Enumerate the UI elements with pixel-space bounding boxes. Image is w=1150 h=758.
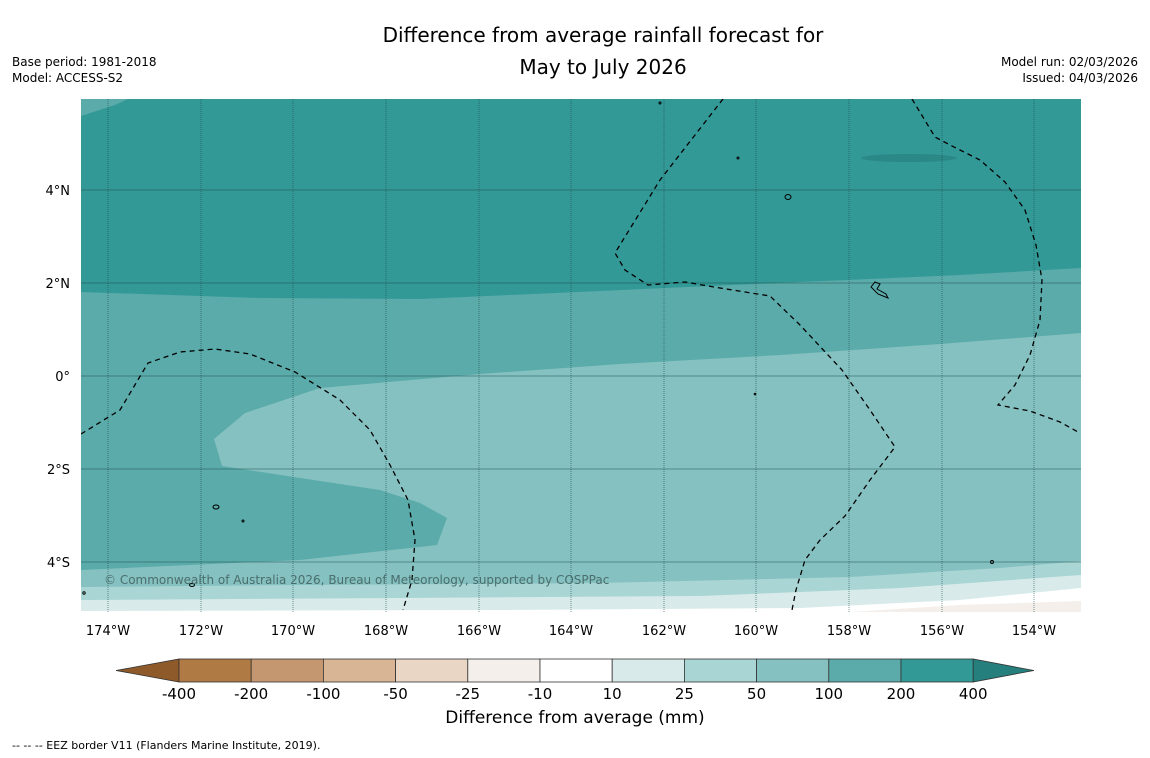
colorbar-extend-low — [115, 658, 180, 683]
model-run: Model run: 02/03/2026 — [1000, 55, 1138, 69]
base-info: Base period: 1981-2018 Model: ACCESS-S2 — [12, 54, 157, 86]
eez-border-west — [81, 348, 416, 611]
lon-axis: 174°W 172°W 170°W 168°W 166°W 164°W 162°… — [86, 624, 1056, 639]
colorbar-cell — [539, 658, 613, 683]
chart-title: Difference from average rainfall forecas… — [0, 19, 1150, 83]
island-icon — [784, 194, 792, 200]
island-icon — [212, 504, 220, 510]
colorbar-tick: 50 — [747, 685, 766, 703]
colorbar-tick: 25 — [675, 685, 694, 703]
colorbar-tick: 200 — [887, 685, 916, 703]
colorbar-tick: -10 — [528, 685, 553, 703]
lon-tick: 168°W — [364, 624, 408, 639]
colorbar-label: Difference from average (mm) — [445, 708, 705, 728]
lat-tick: 2°N — [46, 277, 71, 292]
band-minus-10-25 — [850, 601, 1081, 612]
base-period: Base period: 1981-2018 — [12, 55, 157, 69]
colorbar-cell — [395, 658, 469, 683]
lon-tick: 164°W — [549, 624, 593, 639]
graticule-parallels — [81, 189, 1081, 563]
run-info: Model run: 02/03/2026 Issued: 04/03/2026 — [1001, 54, 1138, 86]
lon-tick: 160°W — [734, 624, 778, 639]
lat-tick: 2°S — [47, 463, 70, 478]
island-icon — [870, 281, 890, 299]
island-icon — [658, 101, 662, 105]
colorbar-tick: -25 — [456, 685, 481, 703]
lon-tick: 158°W — [827, 624, 871, 639]
island-icon — [736, 156, 740, 160]
colorbar-cell — [756, 658, 830, 683]
lon-tick: 162°W — [642, 624, 686, 639]
lat-axis: 4°N 2°N 0° 2°S 4°S — [46, 184, 71, 571]
lon-tick: 156°W — [920, 624, 964, 639]
islands — [82, 101, 994, 595]
colorbar-ticks: -400 -200 -100 -50 -25 -10 10 25 50 100 200 400 — [162, 685, 988, 703]
colorbar-cell — [467, 658, 541, 683]
lon-tick: 174°W — [86, 624, 130, 639]
band-100-200-nw — [81, 99, 128, 116]
colorbar-cell — [611, 658, 685, 683]
eez-borders — [81, 99, 1079, 611]
eez-border-east — [911, 99, 1079, 433]
colorbar-tick: 400 — [959, 685, 988, 703]
colorbar — [115, 658, 1035, 683]
lon-tick: 154°W — [1012, 624, 1056, 639]
island-icon — [82, 591, 86, 595]
model-name: Model: ACCESS-S2 — [12, 71, 124, 85]
colorbar-extend-high — [972, 658, 1035, 683]
copyright-text: © Commonwealth of Australia 2026, Bureau… — [104, 573, 609, 587]
title-line-1: Difference from average rainfall forecas… — [382, 23, 824, 47]
colorbar-cell — [178, 658, 252, 683]
colorbar-cell — [250, 658, 324, 683]
issued-date: Issued: 04/03/2026 — [1022, 71, 1138, 85]
island-icon — [189, 583, 195, 587]
colorbar-tick: -200 — [234, 685, 268, 703]
island-icon — [990, 560, 994, 564]
colorbar-tick: 100 — [814, 685, 843, 703]
lon-tick: 170°W — [271, 624, 315, 639]
map-plot-area: © Commonwealth of Australia 2026, Bureau… — [81, 99, 1081, 612]
band-50-100 — [81, 333, 1081, 612]
band-400-plus — [861, 154, 957, 162]
colorbar-tick: -100 — [306, 685, 340, 703]
lat-tick: 0° — [55, 370, 70, 385]
island-icon — [753, 392, 757, 396]
colorbar-cell — [900, 658, 974, 683]
colorbar-cell — [322, 658, 396, 683]
colorbar-tick: 10 — [603, 685, 622, 703]
lat-tick: 4°S — [47, 556, 70, 571]
island-icon — [241, 519, 245, 523]
eez-border-central — [614, 99, 896, 611]
title-line-2: May to July 2026 — [519, 55, 687, 79]
band-10-25 — [81, 575, 1081, 612]
colorbar-cell — [684, 658, 758, 683]
lon-tick: 166°W — [457, 624, 501, 639]
lat-tick: 4°N — [46, 184, 71, 199]
eez-footnote: -- -- -- EEZ border V11 (Flanders Marine… — [12, 739, 321, 752]
lon-tick: 172°W — [179, 624, 223, 639]
colorbar-cell — [828, 658, 902, 683]
colorbar-tick: -50 — [383, 685, 408, 703]
graticule-meridians — [107, 99, 1035, 612]
colorbar-tick: -400 — [162, 685, 196, 703]
